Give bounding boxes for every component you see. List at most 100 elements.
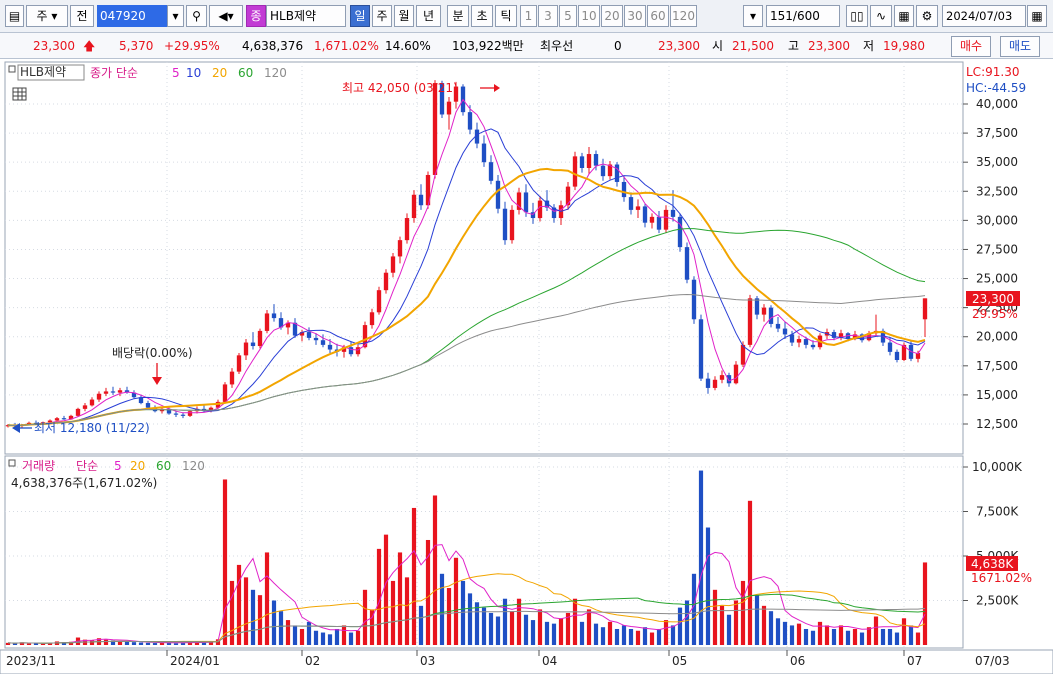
volume-bar [404,577,410,645]
up-arrow-icon: 🡅 [83,39,96,53]
table-grid-icon[interactable] [12,87,27,101]
interval-button-120[interactable]: 120 [670,5,697,27]
interval-button-30[interactable]: 30 [624,5,646,27]
volume-bar [852,628,858,645]
candle-body [516,192,522,210]
candle-body [292,322,298,336]
volume-bar [320,632,326,645]
candle-body [754,298,760,315]
period-button[interactable]: 전 [70,5,94,27]
interval-button-10[interactable]: 10 [578,5,600,27]
volume-bar [782,621,788,645]
volume-bar [418,605,424,645]
candle-body [432,83,438,175]
volume-bar [236,564,242,645]
volume-bar [271,600,277,645]
menu-icon[interactable]: ▤ [5,5,24,27]
volume-bar [586,609,592,645]
calendar-icon[interactable]: ▦ [1027,5,1047,27]
candle-body [383,272,389,291]
gear-icon[interactable]: ⚙ [916,5,938,27]
candle-body [530,212,536,219]
candle-body [586,154,592,168]
volume-bar [341,625,347,645]
volume-bar [446,588,452,645]
candle-body [40,422,46,424]
volume-bar [824,625,830,645]
volume-bar [544,621,550,645]
stock-type-badge: 종 [246,5,266,27]
tab-month[interactable]: 월 [394,5,414,27]
candle-body [698,319,704,379]
candle-body [404,218,410,241]
candle-body [677,216,683,248]
volume-bar [460,580,466,645]
save-icon[interactable]: ▦ [894,5,914,27]
candle-body [551,207,557,219]
type-select[interactable]: 주 ▾ [26,5,68,27]
speaker-icon[interactable]: ◀▾ [209,5,243,27]
volume-bar [838,625,844,645]
volume-bar [194,642,200,645]
tab-week[interactable]: 주 [372,5,392,27]
volume-bar [208,641,214,645]
interval-button-1[interactable]: 1 [520,5,537,27]
candle-body [271,313,277,319]
volume-bar [705,527,711,645]
current-price: 23,300 [33,39,75,53]
sell-button[interactable]: 매도 [1000,36,1040,57]
ma-legend-5: 5 [172,66,180,80]
type-select-label: 주 [36,9,48,23]
price-tick-label: 17,500 [976,359,1018,373]
tab-tick[interactable]: 틱 [495,5,517,27]
volume-bar [656,628,662,645]
count-input[interactable]: 151/600 [766,5,840,27]
candle-body [810,344,816,348]
quote-bar: 23,300 🡅 5,370 +29.95% 4,638,376 1,671.0… [0,33,1053,59]
low-label: 저 [863,39,875,53]
volume-bar [481,607,487,645]
tab-minute[interactable]: 분 [447,5,469,27]
code-dropdown-icon[interactable]: ▾ [167,5,184,27]
candle-body [397,240,403,257]
tab-day[interactable]: 일 [350,5,370,27]
candle-body [208,407,214,412]
volume-bar [187,641,193,645]
volume-ma-line-5 [7,544,926,644]
volume-bar [691,573,697,645]
volume-bar [327,634,333,645]
candle-body [285,322,291,328]
volume-bar [684,600,690,645]
ma-line-10 [7,128,926,427]
interval-button-3[interactable]: 3 [538,5,558,27]
date-input[interactable]: 2024/07/03 [942,5,1026,27]
indicator-icon[interactable]: ∿ [870,5,892,27]
candle-type-icon[interactable]: ▯▯ [846,5,868,27]
candle-body [656,216,662,230]
best-price: 23,300 [658,39,700,53]
volume-bar [810,630,816,645]
volume-bar [600,627,606,645]
candle-body [166,408,172,414]
volume-bar [348,632,354,645]
buy-button[interactable]: 매수 [951,36,991,57]
interval-button-60[interactable]: 60 [647,5,669,27]
code-input[interactable]: 047920 [97,5,167,27]
search-icon[interactable]: ⚲ [186,5,207,27]
candle-body [54,418,60,421]
lc-label: LC:91.30 [966,65,1019,79]
candle-body [726,375,732,384]
candle-body [243,342,249,356]
tab-second[interactable]: 초 [471,5,493,27]
candle-body [740,344,746,365]
candle-body [187,411,193,416]
volume-bar [439,573,445,645]
interval-dropdown-icon[interactable]: ▾ [743,5,763,27]
candle-body [649,216,655,223]
tab-year[interactable]: 년 [416,5,441,27]
interval-button-20[interactable]: 20 [601,5,623,27]
interval-button-5[interactable]: 5 [559,5,577,27]
candle-body [628,197,634,210]
volume-bar [124,641,130,645]
